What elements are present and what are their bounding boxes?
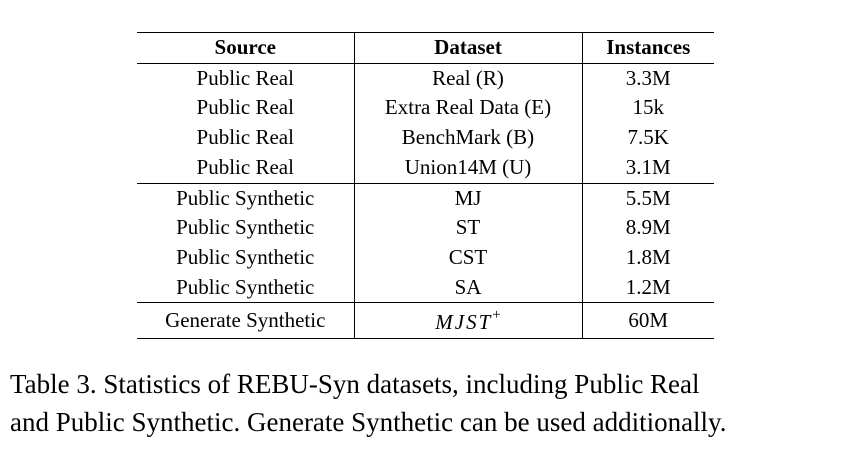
cell-dataset: MJST+ bbox=[354, 302, 583, 339]
cell-instances: 1.2M bbox=[625, 274, 671, 299]
cell-dataset: Real (R) bbox=[354, 63, 583, 94]
cell-instances: 15k bbox=[632, 95, 665, 120]
math-base: MJST bbox=[435, 310, 493, 335]
cell-source: Public Synthetic bbox=[137, 272, 355, 303]
cell-dataset: MJ bbox=[354, 183, 583, 214]
cell-dataset: CST bbox=[354, 242, 583, 273]
header-dataset: Dataset bbox=[354, 32, 583, 64]
table-row: Public Real Real (R) 3.3M bbox=[137, 63, 714, 94]
caption-line-2: and Public Synthetic. Generate Synthetic… bbox=[10, 407, 727, 437]
table-row: Public Synthetic MJ 5.5M bbox=[137, 183, 714, 214]
cell-instances: 60M bbox=[628, 307, 669, 332]
cell-source: Public Real bbox=[137, 123, 355, 153]
table-row: Public Synthetic SA 1.2M bbox=[137, 272, 714, 303]
table-row: Public Real Extra Real Data (E) 15k bbox=[137, 93, 714, 124]
math-superscript: + bbox=[492, 307, 501, 324]
cell-instances: 8.9M bbox=[625, 215, 671, 240]
cell-source: Public Synthetic bbox=[137, 183, 355, 214]
cell-dataset: BenchMark (B) bbox=[354, 123, 583, 153]
header-source: Source bbox=[137, 32, 355, 64]
cell-instances: 5.5M bbox=[625, 185, 671, 210]
caption-line-1: Table 3. Statistics of REBU-Syn datasets… bbox=[10, 369, 700, 399]
cell-dataset: Union14M (U) bbox=[354, 152, 583, 184]
table-row: Public Real BenchMark (B) 7.5K bbox=[137, 123, 714, 153]
cell-instances: 1.8M bbox=[625, 244, 671, 269]
cell-source: Generate Synthetic bbox=[137, 302, 355, 339]
table-row: Public Synthetic CST 1.8M bbox=[137, 242, 714, 273]
cell-instances: 7.5K bbox=[627, 125, 669, 150]
cell-dataset: ST bbox=[354, 213, 583, 243]
cell-source: Public Real bbox=[137, 93, 355, 124]
cell-source: Public Real bbox=[137, 63, 355, 94]
table-row: Public Synthetic ST 8.9M bbox=[137, 213, 714, 243]
cell-source: Public Synthetic bbox=[137, 242, 355, 273]
dataset-statistics-table: Source Dataset Instances Public Real Rea… bbox=[137, 32, 714, 339]
cell-instances: 3.3M bbox=[625, 65, 671, 90]
table-row: Generate Synthetic MJST+ 60M bbox=[137, 302, 714, 339]
cell-dataset: Extra Real Data (E) bbox=[354, 93, 583, 124]
header-instances: Instances bbox=[606, 35, 691, 59]
table-header-row: Source Dataset Instances bbox=[137, 32, 714, 64]
cell-instances: 3.1M bbox=[625, 154, 671, 179]
cell-dataset: SA bbox=[354, 272, 583, 303]
cell-dataset-math: MJST+ bbox=[435, 307, 501, 335]
cell-source: Public Synthetic bbox=[137, 213, 355, 243]
cell-source: Public Real bbox=[137, 152, 355, 184]
dataset-statistics-table-container: Source Dataset Instances Public Real Rea… bbox=[137, 32, 714, 339]
table-row: Public Real Union14M (U) 3.1M bbox=[137, 152, 714, 184]
table-caption: Table 3. Statistics of REBU-Syn datasets… bbox=[10, 365, 845, 441]
